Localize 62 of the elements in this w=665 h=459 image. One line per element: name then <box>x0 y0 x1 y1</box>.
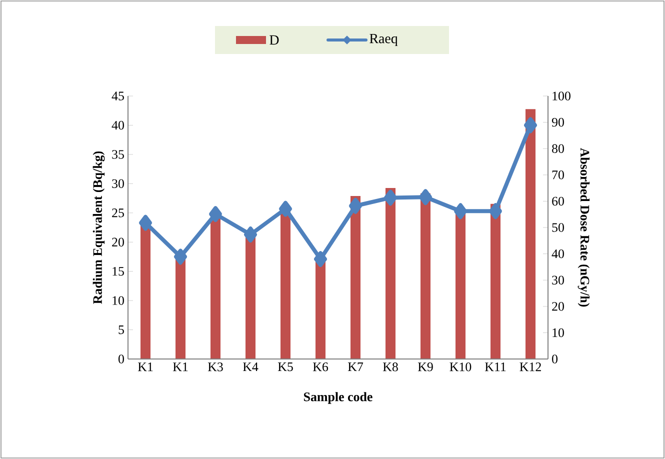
y-tick-label: 20 <box>112 238 124 246</box>
x-tick-label: K11 <box>484 362 506 372</box>
y2-tick-label: 80 <box>552 144 564 153</box>
point <box>419 189 432 206</box>
bar <box>456 212 466 360</box>
y2-tick-label: 20 <box>552 302 564 311</box>
bar <box>246 235 256 360</box>
x-tick-label: K1 <box>172 362 188 372</box>
x-tick-label: K3 <box>208 362 223 372</box>
point <box>139 214 152 231</box>
y-tick-label: 0 <box>118 354 124 364</box>
x-tick-label: K8 <box>382 362 398 372</box>
y2-tick-label: 60 <box>552 196 564 206</box>
x-tick-label: K7 <box>348 362 364 372</box>
y-tick-label: 35 <box>112 150 124 159</box>
point <box>279 200 292 217</box>
bar <box>386 188 396 360</box>
bar <box>316 262 326 360</box>
point <box>244 226 258 243</box>
x-tick-label: K6 <box>312 362 328 372</box>
y2-tick-label: 70 <box>552 170 564 180</box>
y-tick-label: 45 <box>112 92 124 100</box>
y-tick-label: 40 <box>112 120 124 130</box>
y-tick-label: 30 <box>112 179 124 188</box>
x-axis-title: Sample code <box>304 392 372 404</box>
y2-tick-label: 90 <box>552 118 564 127</box>
bar <box>176 259 186 360</box>
y2-tick-label: 0 <box>552 354 558 364</box>
legend-label: D <box>270 35 279 45</box>
point <box>314 251 328 268</box>
bar <box>280 212 291 360</box>
y2-tick-label: 50 <box>552 223 564 232</box>
y-tick-label: 15 <box>112 267 124 276</box>
y2-tick-label: 10 <box>552 328 564 338</box>
y-axis-title: Radium Equivalent (Bq/kg) <box>92 151 105 304</box>
point <box>174 248 187 265</box>
y2-tick-label: 30 <box>552 276 564 284</box>
y-tick-label: 10 <box>112 296 124 305</box>
y2-tick-label: 40 <box>552 249 564 258</box>
point <box>524 117 538 134</box>
point <box>384 190 398 206</box>
x-tick-label: K1 <box>138 362 153 372</box>
y-tick-label: 5 <box>118 325 124 334</box>
x-tick-label: K9 <box>418 362 433 372</box>
y2-tick-label: 100 <box>552 92 570 100</box>
bar <box>526 109 536 360</box>
legend-label: Raeq <box>370 34 398 46</box>
y-tick-label: 25 <box>112 208 124 218</box>
bar <box>490 204 501 360</box>
point <box>489 203 502 220</box>
x-tick-label: K4 <box>242 362 258 372</box>
bar <box>350 196 361 360</box>
bar <box>140 224 151 360</box>
x-tick-label: K5 <box>278 362 293 372</box>
bar <box>210 216 221 360</box>
point <box>349 198 362 214</box>
x-tick-label: K12 <box>520 362 541 372</box>
x-tick-label: K10 <box>450 362 472 372</box>
point <box>209 206 222 222</box>
bar <box>420 193 431 360</box>
point <box>454 203 468 220</box>
y2-axis-title: Absorbed Dose Rate (nGy/h) <box>578 148 590 307</box>
